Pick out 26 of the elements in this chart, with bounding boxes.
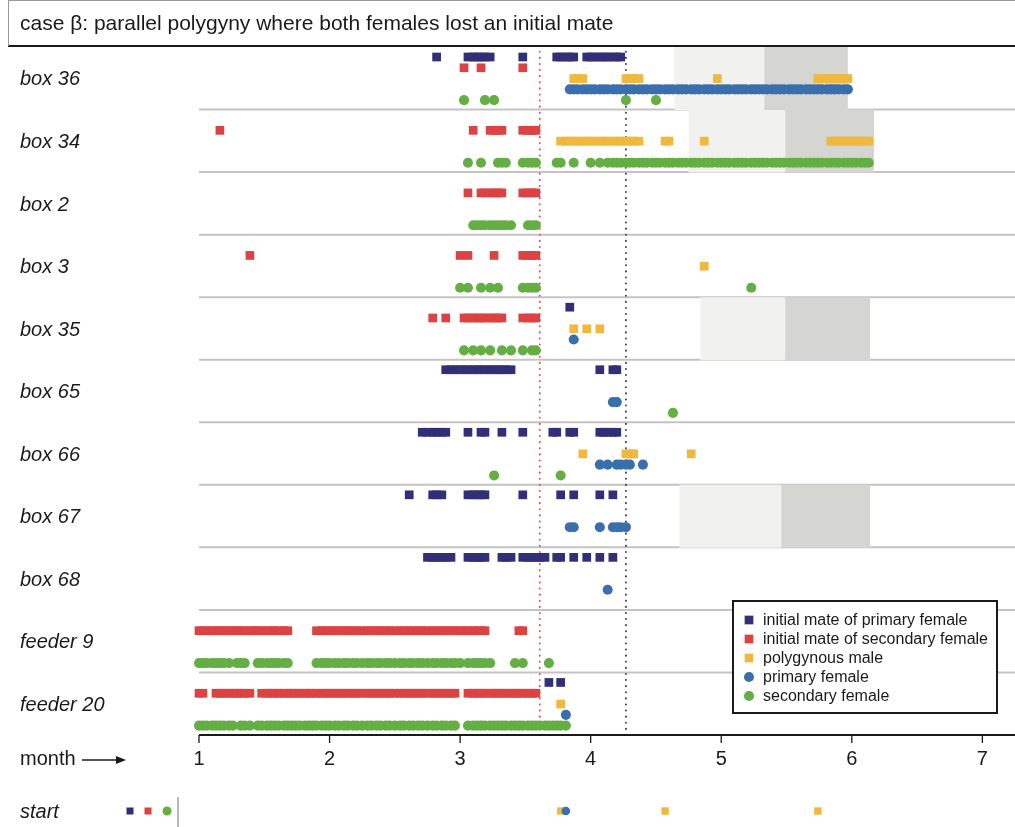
x-axis-title: month bbox=[20, 747, 76, 769]
y-tick-label: box 35 bbox=[20, 317, 81, 340]
x-tick-label: 4 bbox=[585, 747, 597, 770]
x-tick-label: 7 bbox=[976, 747, 988, 770]
x-tick-label: 5 bbox=[715, 747, 727, 770]
legend-label: polygynous male bbox=[763, 648, 884, 667]
legend-label: secondary female bbox=[763, 686, 890, 705]
y-tick-label: box 3 bbox=[20, 255, 69, 278]
y-tick-label: box 65 bbox=[20, 380, 81, 403]
y-tick-label: box 2 bbox=[20, 192, 69, 215]
chart-title: case β: parallel polygyny where both females lost an initial mate bbox=[20, 11, 614, 35]
y-tick-label: box 67 bbox=[20, 505, 81, 528]
y-tick-label: box 66 bbox=[20, 442, 81, 465]
x-tick-label: 2 bbox=[324, 747, 336, 770]
x-tick-label: 3 bbox=[454, 747, 466, 770]
y-tick-label: box 68 bbox=[20, 567, 81, 590]
x-tick-label: 6 bbox=[846, 747, 858, 770]
legend-label: primary female bbox=[763, 667, 869, 686]
legend-label: initial mate of primary female bbox=[763, 610, 968, 629]
y-tick-label: start bbox=[20, 800, 61, 823]
y-tick-label: box 34 bbox=[20, 130, 81, 153]
x-tick-label: 1 bbox=[193, 747, 205, 770]
legend-label: initial mate of secondary female bbox=[763, 629, 988, 648]
y-tick-label: feeder 20 bbox=[20, 692, 105, 715]
y-tick-label: feeder 9 bbox=[20, 630, 94, 653]
y-tick-label: box 36 bbox=[20, 67, 81, 90]
